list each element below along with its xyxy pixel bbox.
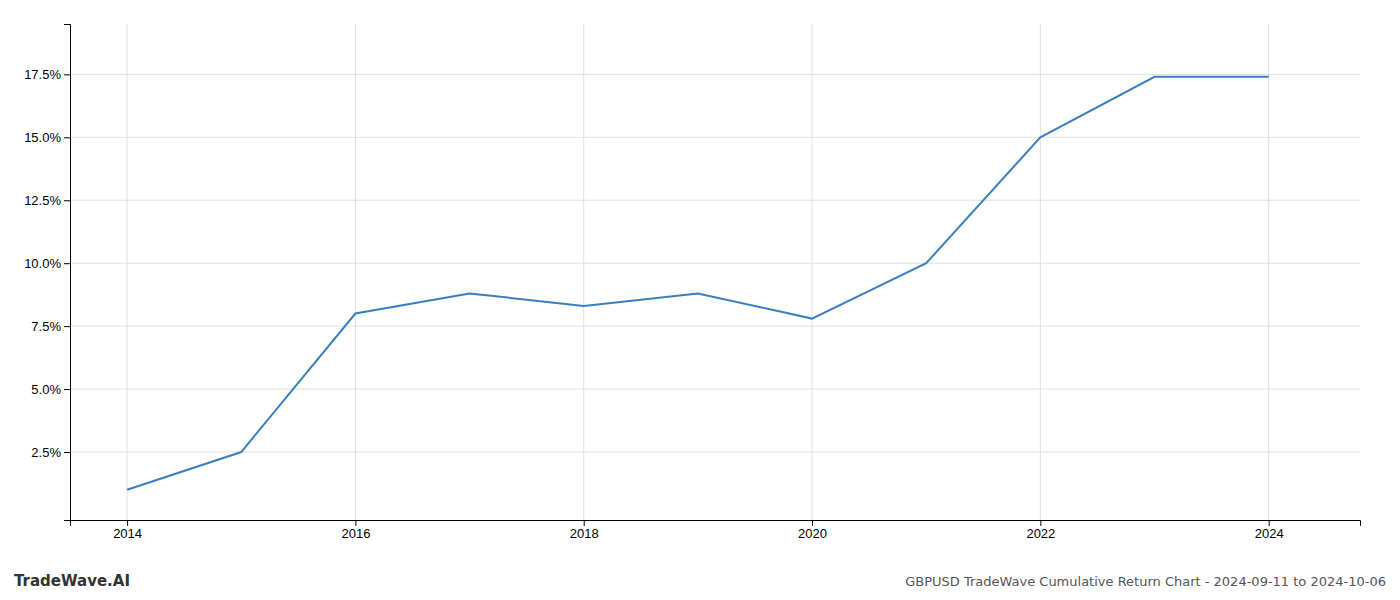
line bbox=[127, 77, 1269, 490]
y-tick-mark bbox=[64, 326, 70, 327]
grid-line-x bbox=[1040, 24, 1041, 520]
grid bbox=[70, 24, 1360, 520]
x-tick: 2022 bbox=[1026, 520, 1055, 541]
x-axis: 2014 2016 2018 2020 2022 2024 bbox=[71, 520, 1361, 541]
y-tick-mark bbox=[64, 452, 70, 453]
y-tick-label: 10.0% bbox=[24, 256, 61, 271]
y-tick-label: 7.5% bbox=[31, 319, 61, 334]
y-tick: 17.5% bbox=[24, 67, 70, 82]
y-tick: 2.5% bbox=[31, 445, 70, 460]
y-tick: 15.0% bbox=[24, 130, 70, 145]
y-tick: 10.0% bbox=[24, 256, 70, 271]
y-tick-label: 12.5% bbox=[24, 193, 61, 208]
x-tick-label: 2018 bbox=[570, 526, 599, 541]
grid-line-x bbox=[1268, 24, 1269, 520]
grid-line-y bbox=[70, 137, 1360, 138]
grid-line-y bbox=[70, 74, 1360, 75]
grid-line-x bbox=[127, 24, 128, 520]
y-tick-label: 17.5% bbox=[24, 67, 61, 82]
grid-line-y bbox=[70, 452, 1360, 453]
x-tick-mark bbox=[1269, 520, 1270, 526]
x-tick: 2020 bbox=[798, 520, 827, 541]
grid-line-y bbox=[70, 389, 1360, 390]
x-tick: 2016 bbox=[341, 520, 370, 541]
y-tick-mark bbox=[64, 137, 70, 138]
x-tick-mark bbox=[584, 520, 585, 526]
grid-line-x bbox=[583, 24, 584, 520]
y-tick: 7.5% bbox=[31, 319, 70, 334]
y-axis-line bbox=[64, 25, 71, 521]
y-axis: 2.5% 5.0% 7.5% 10.0% 12.5% 15.0% 17.5% bbox=[24, 25, 70, 521]
grid-line-x bbox=[355, 24, 356, 520]
x-tick: 2018 bbox=[570, 520, 599, 541]
x-tick-label: 2024 bbox=[1255, 526, 1284, 541]
x-tick-mark bbox=[812, 520, 813, 526]
x-tick: 2014 bbox=[113, 520, 142, 541]
y-tick-label: 5.0% bbox=[31, 382, 61, 397]
annotation: TradeWave.AI bbox=[14, 572, 130, 590]
grid-line-y bbox=[70, 263, 1360, 264]
y-tick-mark bbox=[64, 263, 70, 264]
x-tick: 2024 bbox=[1255, 520, 1284, 541]
y-tick-label: 15.0% bbox=[24, 130, 61, 145]
y-tick: 12.5% bbox=[24, 193, 70, 208]
marks bbox=[127, 77, 1269, 490]
x-tick-mark bbox=[1040, 520, 1041, 526]
grid-line-y bbox=[70, 326, 1360, 327]
y-tick-mark bbox=[64, 389, 70, 390]
y-tick-mark bbox=[64, 74, 70, 75]
chart: 2014 2016 2018 2020 2022 2024 2.5% 5.0% 7.5% 10.0… bbox=[0, 0, 1400, 600]
y-tick-label: 2.5% bbox=[31, 445, 61, 460]
x-tick-mark bbox=[355, 520, 356, 526]
x-tick-label: 2020 bbox=[798, 526, 827, 541]
grid-line-y bbox=[70, 200, 1360, 201]
grid-line-x bbox=[812, 24, 813, 520]
title: GBPUSD TradeWave Cumulative Return Chart… bbox=[905, 574, 1386, 589]
x-tick-label: 2016 bbox=[341, 526, 370, 541]
x-tick-label: 2014 bbox=[113, 526, 142, 541]
plot: 2014 2016 2018 2020 2022 2024 2.5% 5.0% 7.5% 10.0… bbox=[24, 24, 1360, 541]
y-tick-mark bbox=[64, 200, 70, 201]
x-tick-mark bbox=[127, 520, 128, 526]
y-tick: 5.0% bbox=[31, 382, 70, 397]
x-tick-label: 2022 bbox=[1026, 526, 1055, 541]
x-axis-line bbox=[71, 521, 1361, 527]
